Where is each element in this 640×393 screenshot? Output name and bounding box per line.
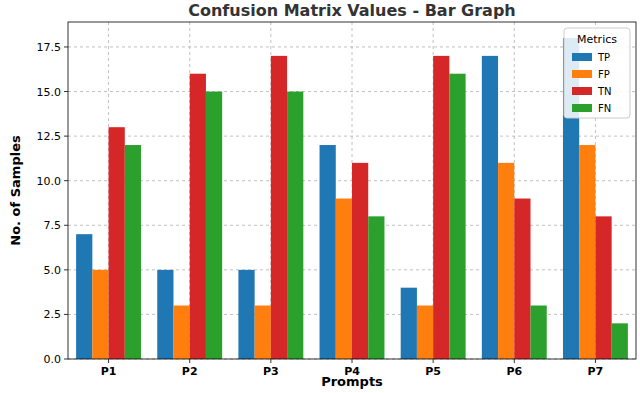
bar — [255, 306, 271, 359]
bar — [173, 306, 189, 359]
x-tick — [189, 359, 190, 363]
y-tick-label: 7.5 — [44, 219, 62, 232]
legend-label: TN — [597, 86, 612, 97]
bar — [482, 56, 498, 359]
legend-swatch — [572, 104, 592, 112]
bar — [514, 199, 530, 359]
y-tick-label: 10.0 — [37, 175, 62, 188]
bar — [76, 234, 92, 359]
y-tick-label: 15.0 — [37, 86, 62, 99]
x-tick — [514, 359, 515, 363]
y-tick-label: 2.5 — [44, 308, 62, 321]
y-tick — [64, 180, 68, 181]
bar — [287, 92, 303, 359]
y-tick-label: 17.5 — [37, 41, 62, 54]
bar — [612, 323, 628, 359]
bar — [401, 288, 417, 359]
bar — [336, 199, 352, 359]
plot-frame — [68, 22, 636, 359]
legend: Metrics TP FP TN FN — [564, 28, 630, 118]
x-tick-label: P2 — [182, 365, 198, 378]
x-tick — [595, 359, 596, 363]
legend-label: TP — [597, 52, 610, 63]
bar — [320, 145, 336, 359]
bar — [579, 145, 595, 359]
y-tick — [64, 314, 68, 315]
bar — [352, 163, 368, 359]
y-tick — [64, 269, 68, 270]
bars — [76, 38, 628, 359]
bar — [449, 74, 465, 359]
y-axis-label: No. of Samples — [8, 135, 23, 246]
y-tick — [64, 136, 68, 137]
bar — [271, 56, 287, 359]
legend-swatch — [572, 87, 592, 95]
bar — [531, 306, 547, 359]
title: Confusion Matrix Values - Bar Graph — [188, 1, 516, 20]
bar — [206, 92, 222, 359]
x-tick-label: P1 — [101, 365, 117, 378]
y-tick-label: 0.0 — [44, 353, 62, 366]
legend-label: FP — [598, 69, 610, 80]
bar — [238, 270, 254, 359]
legend-swatch — [572, 53, 592, 61]
bar — [417, 306, 433, 359]
y-tick-label: 12.5 — [37, 130, 62, 143]
bar — [125, 145, 141, 359]
y-tick — [64, 225, 68, 226]
bar — [157, 270, 173, 359]
grid-line — [68, 91, 636, 92]
bar — [433, 56, 449, 359]
bar — [498, 163, 514, 359]
legend-label: FN — [598, 103, 611, 114]
chart: 0.02.55.07.510.012.515.017.5P1P2P3P4P5P6… — [0, 0, 640, 393]
x-tick — [270, 359, 271, 363]
x-tick-label: P7 — [588, 365, 604, 378]
x-tick-label: P3 — [263, 365, 279, 378]
x-tick — [108, 359, 109, 363]
y-tick — [64, 359, 68, 360]
y-tick-label: 5.0 — [44, 264, 62, 277]
x-tick — [352, 359, 353, 363]
bar — [368, 216, 384, 359]
bar — [595, 216, 611, 359]
y-tick — [64, 91, 68, 92]
x-tick-label: P5 — [425, 365, 441, 378]
legend-title: Metrics — [577, 33, 617, 46]
x-axis-label: Prompts — [321, 374, 383, 389]
bar — [109, 127, 125, 359]
legend-swatch — [572, 70, 592, 78]
y-tick — [64, 46, 68, 47]
x-tick — [433, 359, 434, 363]
legend-box — [564, 28, 630, 118]
bar — [190, 74, 206, 359]
bar — [92, 270, 108, 359]
x-tick-label: P6 — [506, 365, 522, 378]
